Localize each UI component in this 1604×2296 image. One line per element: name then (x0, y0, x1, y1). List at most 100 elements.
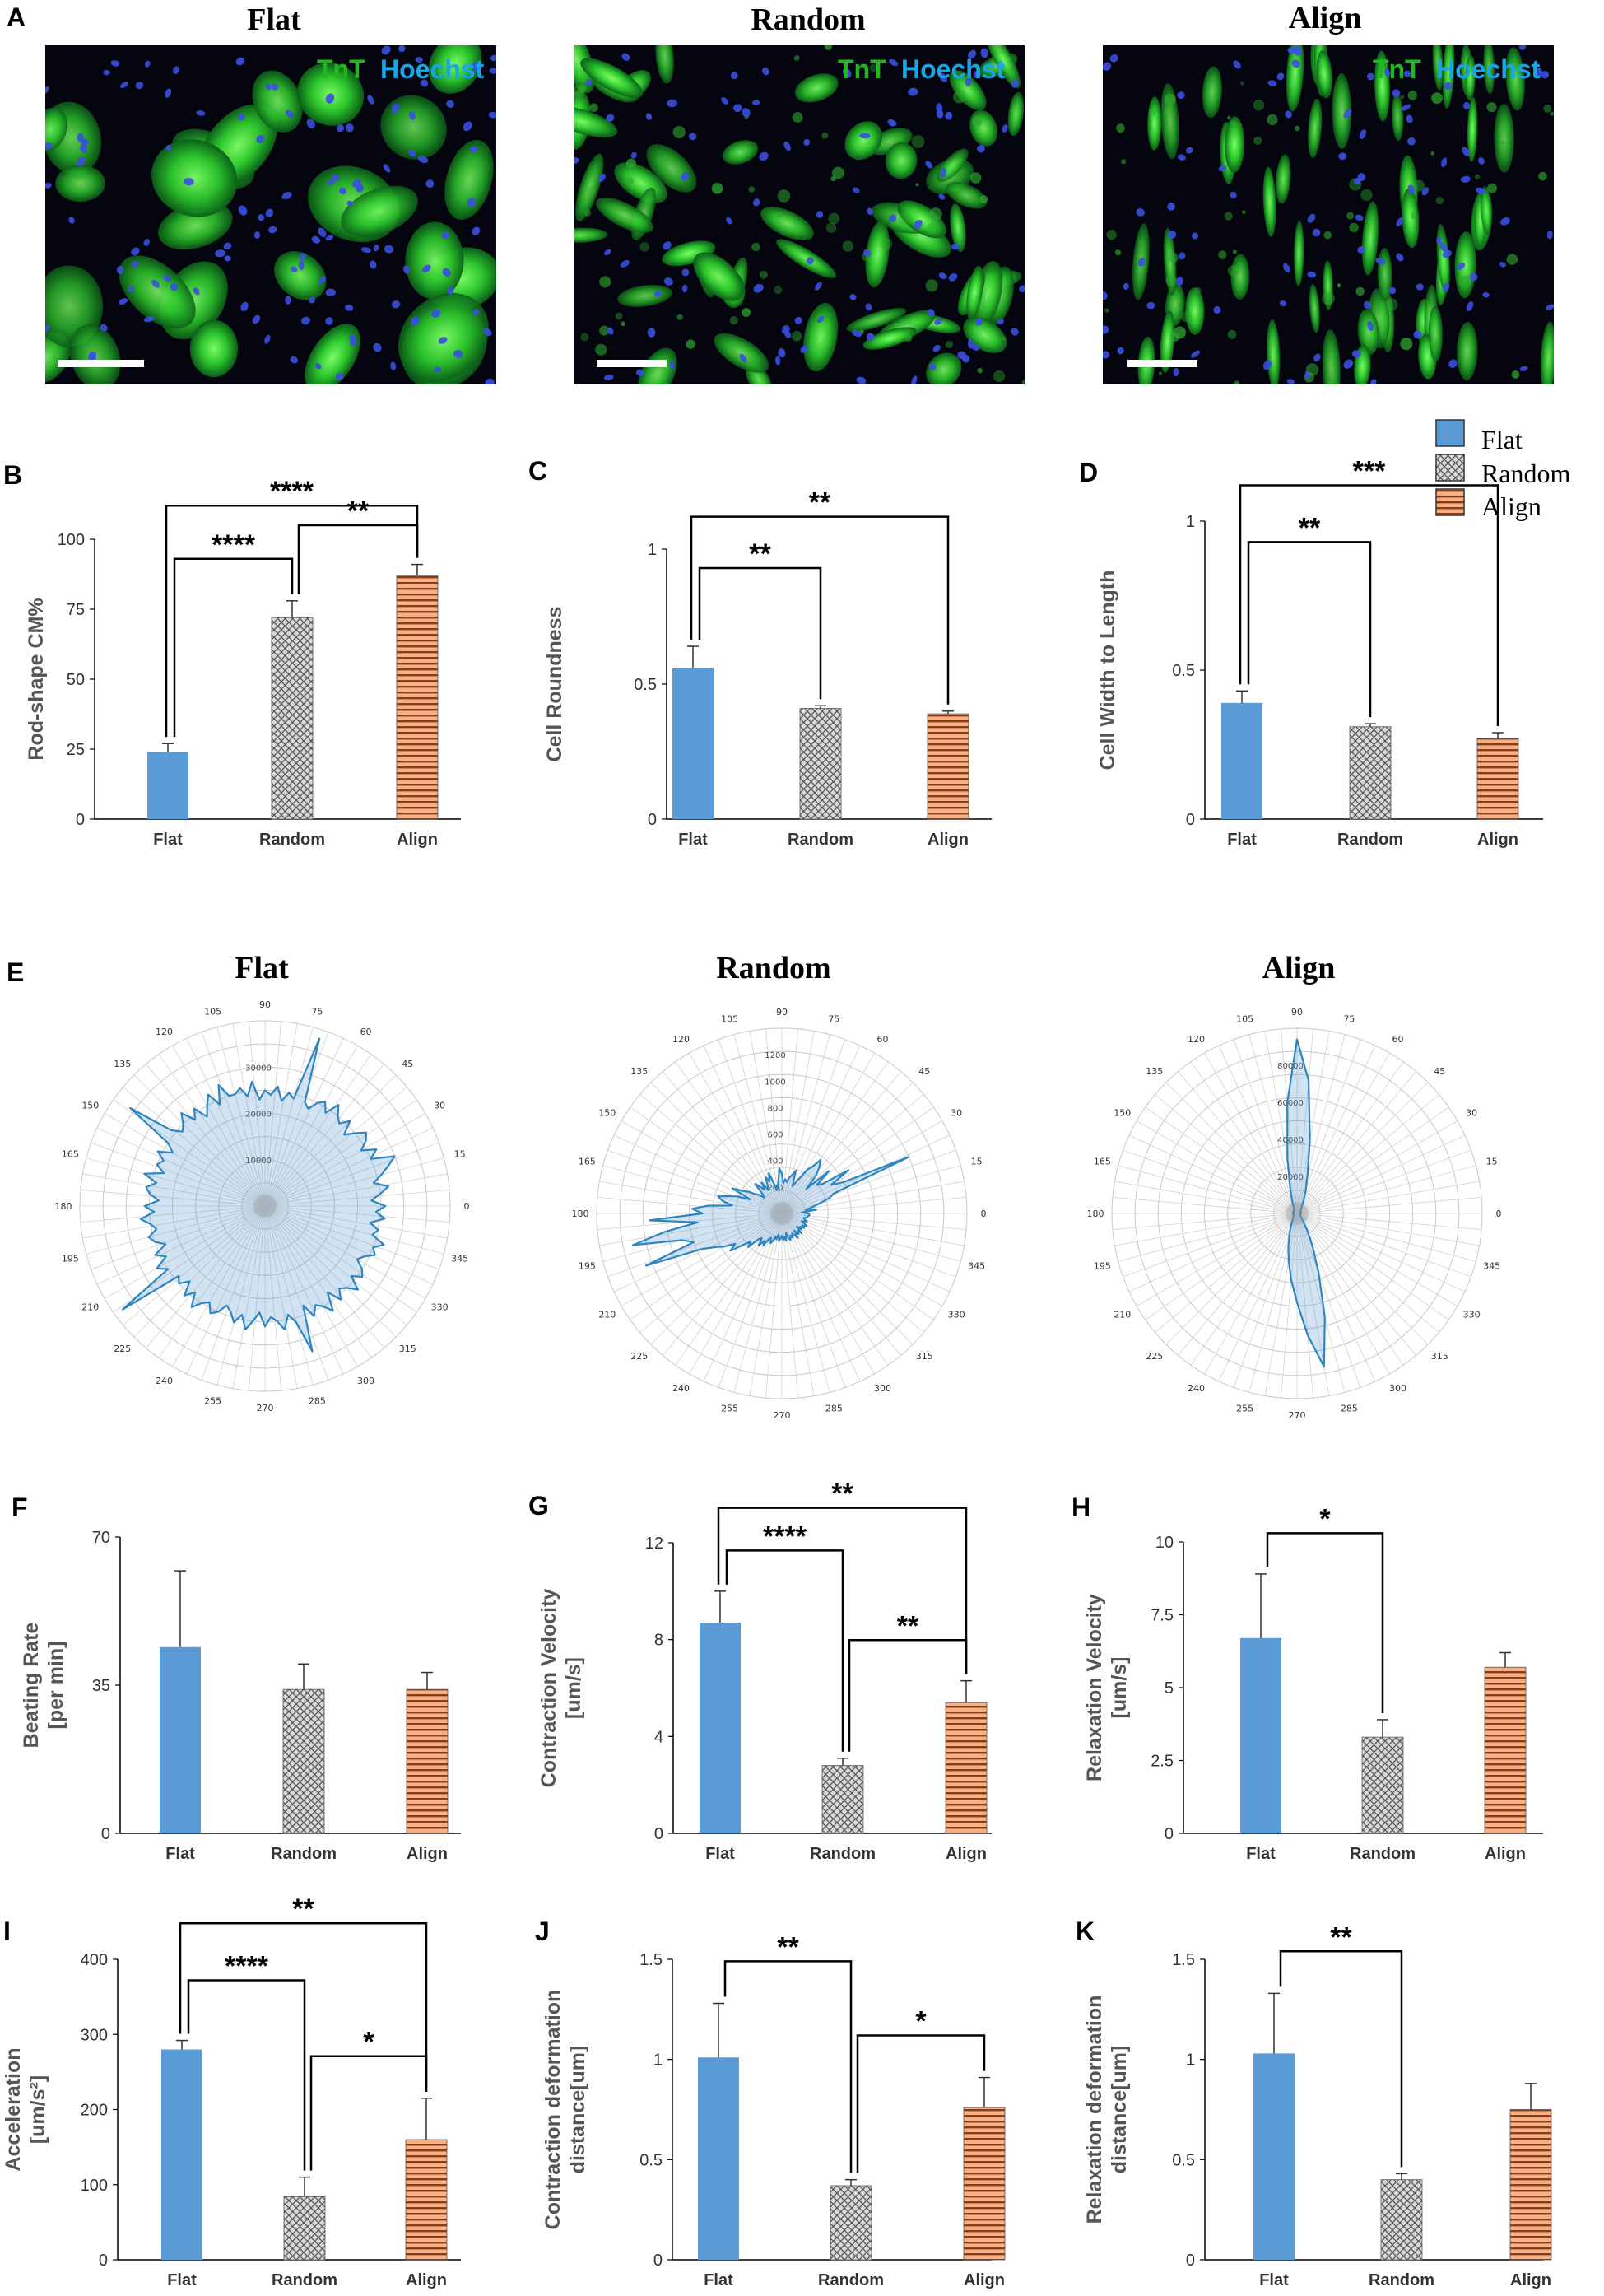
cardiomyocyte-cell (1309, 283, 1320, 333)
nucleus (472, 226, 481, 235)
radar-spoke (781, 1213, 967, 1231)
fluorescent-debris (993, 370, 1006, 383)
nucleus (1178, 252, 1186, 260)
nucleus (290, 356, 298, 364)
nucleus (1177, 154, 1186, 161)
fluorescent-debris (661, 165, 665, 170)
nucleus (1103, 351, 1110, 359)
nucleus (1137, 257, 1146, 267)
radar-spoke (781, 1213, 934, 1320)
radar-angle-label: 195 (62, 1253, 79, 1264)
panel-a-title-flat: Flat (247, 2, 301, 37)
nucleus (398, 45, 406, 53)
fluorescent-debris (574, 85, 585, 97)
fluorescent-debris (1411, 198, 1416, 203)
radar-spoke (1128, 1213, 1298, 1292)
category-label-align: Align (1477, 831, 1518, 849)
nucleus (934, 318, 942, 325)
radar-angle-label: 270 (774, 1410, 791, 1421)
y-axis-label: Relaxation Velocity (1083, 1594, 1106, 1781)
y-tick-label: 0.5 (639, 2151, 663, 2169)
fluorescent-debris (1379, 60, 1388, 69)
nucleus (938, 193, 946, 200)
radar-spoke (781, 1082, 914, 1214)
radar-angle-label: 345 (968, 1260, 985, 1271)
fluorescent-debris (793, 55, 800, 61)
radar-spoke (781, 1213, 956, 1278)
fluorescent-debris (759, 270, 768, 279)
nucleus (1002, 124, 1008, 133)
nucleus (309, 296, 316, 304)
panel-label-f: F (12, 1493, 28, 1522)
radar-angle-label: 270 (257, 1403, 274, 1413)
cardiomyocyte-cell (580, 58, 644, 98)
nucleus (135, 82, 144, 90)
radar-spoke (781, 1045, 861, 1214)
category-label-flat: Flat (1259, 2271, 1289, 2289)
radar-spoke (781, 1213, 943, 1306)
nucleus (1355, 214, 1364, 221)
radar-spoke (639, 1213, 783, 1333)
nucleus (337, 124, 345, 133)
fluorescent-debris (1322, 291, 1335, 305)
cardiomyocyte-cell (1230, 254, 1250, 300)
radar-angle-label: 30 (434, 1101, 445, 1111)
cardiomyocyte-cell (1432, 45, 1444, 91)
radar-angle-label: 15 (1486, 1157, 1498, 1167)
nucleus (472, 309, 480, 316)
nucleus (446, 100, 454, 108)
nucleus (1173, 367, 1179, 377)
bar-flat (698, 2057, 739, 2260)
nucleus (1192, 232, 1199, 240)
radar-angle-label: 285 (825, 1404, 843, 1414)
fluorescent-debris (625, 177, 635, 186)
stain-label-hoechst: Hoechst (380, 54, 485, 84)
category-label-flat: Flat (165, 1845, 195, 1863)
category-label-flat: Flat (1246, 1845, 1276, 1863)
cardiomyocyte-cell (1276, 154, 1291, 204)
fluorescent-debris (1158, 371, 1163, 375)
fluorescent-debris (776, 211, 783, 218)
bar-align (1509, 2109, 1552, 2261)
radar-angle-label: 15 (454, 1149, 466, 1160)
nucleus (794, 316, 802, 324)
y-tick-label: 200 (81, 2102, 108, 2120)
radar-spoke (1296, 1052, 1390, 1214)
radar-spoke (264, 1142, 439, 1207)
nucleus (1343, 109, 1352, 119)
nucleus (1363, 300, 1371, 310)
cardiomyocyte-cell (1202, 66, 1222, 119)
nucleus (620, 260, 630, 268)
radar-angle-label: 15 (971, 1157, 983, 1167)
category-label-random: Random (818, 2271, 884, 2289)
nucleus (1500, 217, 1510, 226)
radar-angle-label: 195 (579, 1260, 596, 1271)
nucleus (803, 139, 811, 146)
radar-center (770, 1202, 793, 1225)
radar-angle-label: 135 (114, 1059, 131, 1069)
fluorescent-debris (729, 315, 738, 325)
radar-spoke (613, 1213, 783, 1292)
cardiomyocyte-cell (1007, 92, 1024, 137)
radar-angle-label: 150 (81, 1101, 99, 1111)
nucleus (472, 67, 480, 72)
bar-chart-j: J 0 0.5 1 1.5 Contraction deformation distance… (535, 1916, 1006, 2289)
nucleus (1103, 62, 1112, 71)
significance-bracket (173, 557, 294, 738)
legend-label-align: Align (1481, 491, 1541, 521)
radar-spoke (765, 1213, 783, 1399)
nucleus (866, 333, 875, 342)
radar-angle-label: 135 (630, 1066, 648, 1077)
nucleus (1103, 291, 1108, 300)
radar-spoke (749, 1031, 783, 1214)
y-tick-label: 70 (92, 1529, 110, 1547)
bar-flat (1221, 702, 1262, 819)
radar-spoke (186, 1205, 266, 1375)
radar-spoke (96, 1127, 266, 1207)
bar-chart-b: B 0 25 50 75 100 Rod-shape CM% Flat Random Align *… (3, 460, 461, 849)
nucleus (980, 48, 988, 58)
nucleus (1421, 187, 1430, 196)
fluorescent-debris (676, 314, 683, 320)
cardiomyocyte-cell (963, 317, 1007, 353)
y-tick-label: 35 (92, 1677, 110, 1695)
